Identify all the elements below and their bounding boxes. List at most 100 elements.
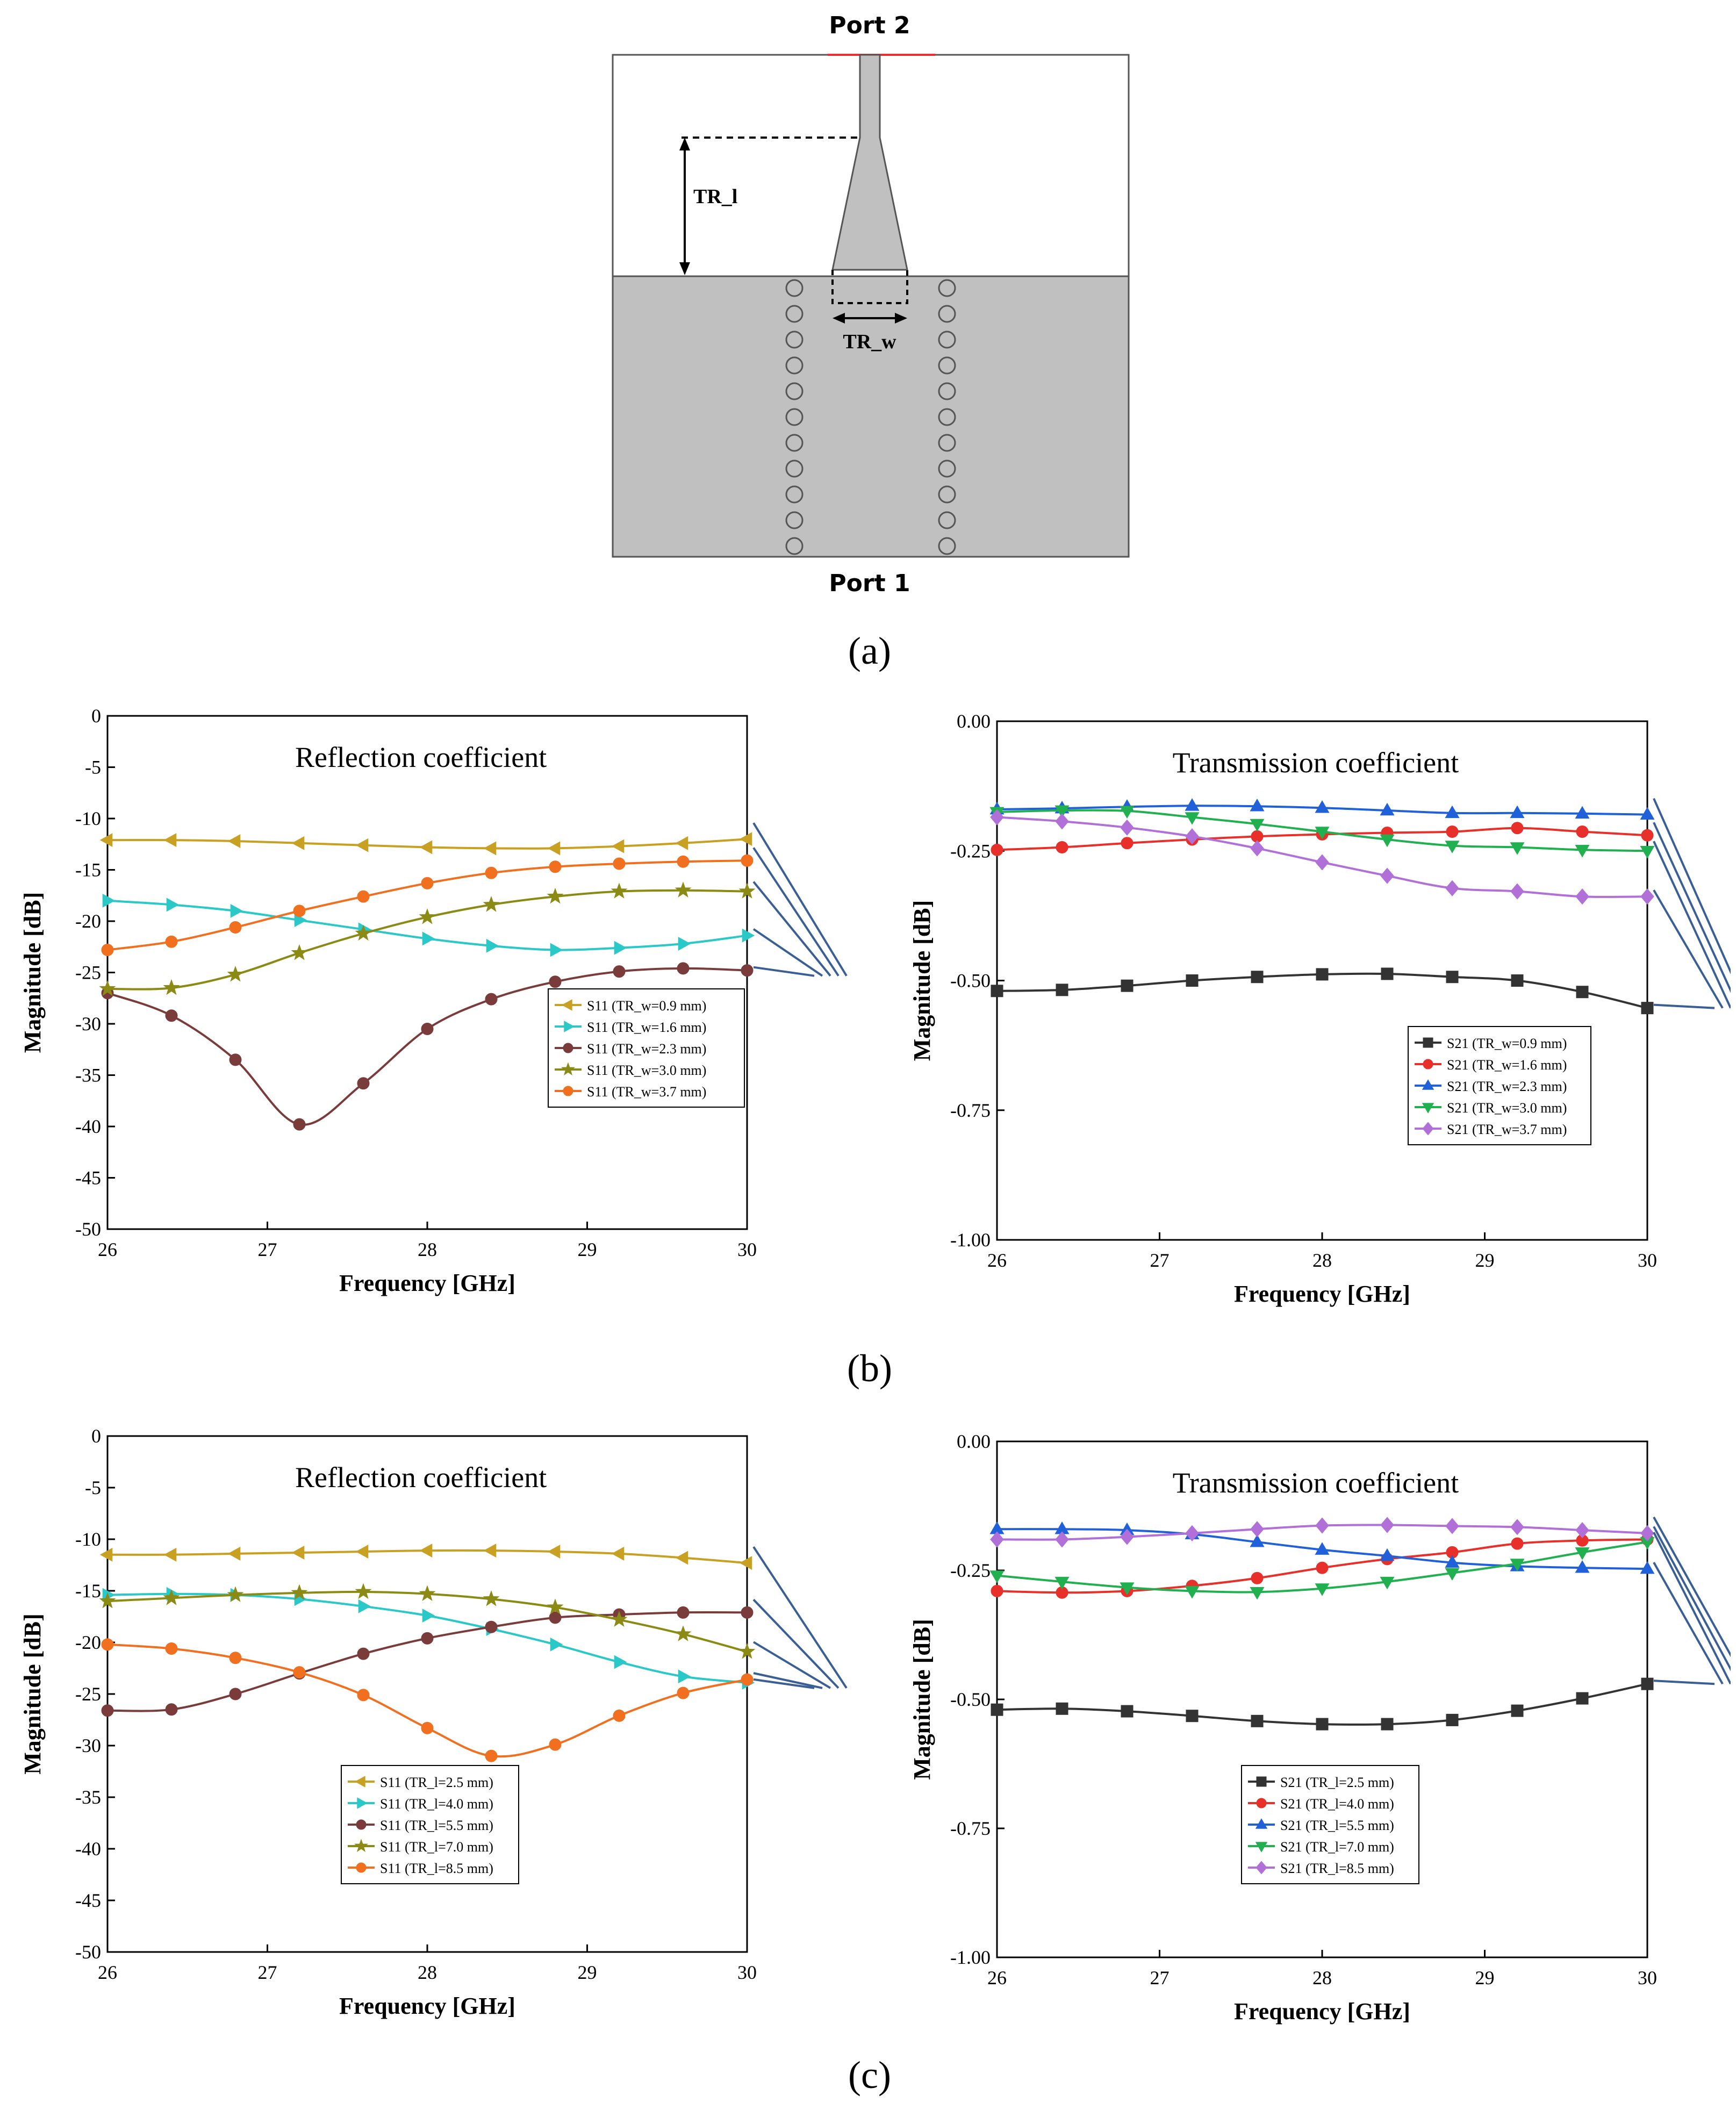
data-point <box>549 975 562 988</box>
data-point <box>291 1546 305 1560</box>
via-hole <box>938 537 956 555</box>
data-point <box>613 965 626 978</box>
via-hole <box>938 356 956 375</box>
x-tick-label: 27 <box>1150 1250 1170 1271</box>
caption-a: (a) <box>848 629 891 672</box>
annotation-arrow <box>753 1678 815 1689</box>
data-point <box>1121 1705 1134 1718</box>
data-point <box>1121 837 1134 850</box>
data-point <box>357 1647 370 1660</box>
chart-title: Transmission coefficient <box>1173 1467 1459 1499</box>
legend-entry: S21 (TR_w=3.0 mm) <box>1447 1100 1567 1116</box>
data-point <box>1422 1103 1434 1114</box>
data-point <box>1641 829 1654 842</box>
x-axis-label: Frequency [GHz] <box>1234 1281 1410 1307</box>
ground-plane <box>612 275 1130 558</box>
data-point <box>1186 1710 1199 1722</box>
data-point <box>485 1620 498 1633</box>
x-tick-label: 29 <box>1475 1967 1495 1989</box>
annotation-arrow <box>1653 798 1731 974</box>
data-point <box>1445 880 1459 896</box>
via-hole <box>938 434 956 452</box>
legend-entry: S11 (TR_l=8.5 mm) <box>380 1861 493 1876</box>
data-point <box>1510 1519 1524 1535</box>
data-point <box>163 833 177 848</box>
chart-title: Transmission coefficient <box>1173 747 1459 779</box>
data-point <box>611 1611 628 1627</box>
data-point <box>1380 1576 1395 1590</box>
data-point <box>1576 826 1589 838</box>
annotation-arrow <box>752 881 831 977</box>
data-point <box>1055 1531 1069 1548</box>
via-hole <box>785 485 804 504</box>
data-point <box>550 1637 563 1652</box>
annotation-arrow <box>1653 1679 1715 1685</box>
data-point <box>677 962 690 975</box>
data-point <box>1250 1534 1265 1547</box>
data-point <box>483 1544 497 1558</box>
y-tick-label: -30 <box>75 1735 101 1756</box>
data-point <box>1250 1587 1265 1600</box>
data-point <box>738 1642 756 1659</box>
via-hole <box>785 511 804 529</box>
caption-c: (c) <box>848 2054 891 2097</box>
via-rows <box>785 279 956 555</box>
data-point <box>990 1531 1004 1548</box>
legend-entry: S21 (TR_w=2.3 mm) <box>1447 1079 1567 1094</box>
data-point <box>1511 974 1524 987</box>
data-point <box>547 1598 564 1614</box>
y-tick-label: -0.75 <box>950 1818 991 1839</box>
data-point <box>678 937 691 951</box>
data-point <box>227 834 241 848</box>
via-hole <box>938 279 956 297</box>
series-group <box>989 1537 1655 1600</box>
data-point <box>163 1589 180 1605</box>
annotation-arrow <box>1653 1532 1731 1685</box>
data-point <box>1120 1528 1134 1545</box>
data-point <box>1185 828 1199 845</box>
annotation-arrow <box>752 1641 831 1689</box>
data-point <box>230 903 243 918</box>
x-tick-label: 28 <box>1312 1967 1332 1989</box>
data-point <box>293 905 306 917</box>
data-point <box>1256 1798 1267 1808</box>
data-point <box>163 979 180 995</box>
data-point <box>1445 1568 1460 1581</box>
series-group <box>99 881 756 996</box>
y-tick-label: -45 <box>75 1167 101 1189</box>
data-point <box>1640 807 1655 820</box>
data-point <box>741 854 754 867</box>
x-tick-label: 28 <box>418 1962 437 1983</box>
data-point <box>1256 1776 1267 1787</box>
series-group <box>989 798 1655 820</box>
data-point <box>421 1721 434 1734</box>
data-point <box>1316 1718 1329 1731</box>
width-arrowhead-left <box>833 313 845 324</box>
via-hole <box>785 460 804 478</box>
data-point <box>1315 827 1330 839</box>
y-tick-label: 0.00 <box>957 1431 991 1452</box>
data-point <box>421 1632 434 1645</box>
via-hole <box>938 511 956 529</box>
y-tick-label: -15 <box>75 859 101 881</box>
data-point <box>549 1738 562 1751</box>
via-hole <box>785 408 804 426</box>
annotation-arrow <box>752 928 823 977</box>
port-1-label: Port 1 <box>829 570 910 597</box>
data-point <box>291 836 305 850</box>
y-tick-label: 0 <box>91 705 101 727</box>
data-point <box>1641 1002 1654 1015</box>
legend-entry: S11 (TR_w=3.0 mm) <box>587 1063 706 1078</box>
data-point <box>547 841 561 856</box>
y-axis-label: Magnitude [dB] <box>909 1619 935 1779</box>
data-point <box>229 1688 242 1700</box>
x-tick-label: 28 <box>1312 1250 1332 1271</box>
data-point <box>1121 979 1134 992</box>
y-tick-label: -35 <box>75 1065 101 1086</box>
data-point <box>1575 806 1590 819</box>
data-point <box>355 1545 369 1559</box>
data-point <box>741 1606 754 1619</box>
data-point <box>1380 1548 1395 1561</box>
y-tick-label: -0.75 <box>950 1100 991 1121</box>
